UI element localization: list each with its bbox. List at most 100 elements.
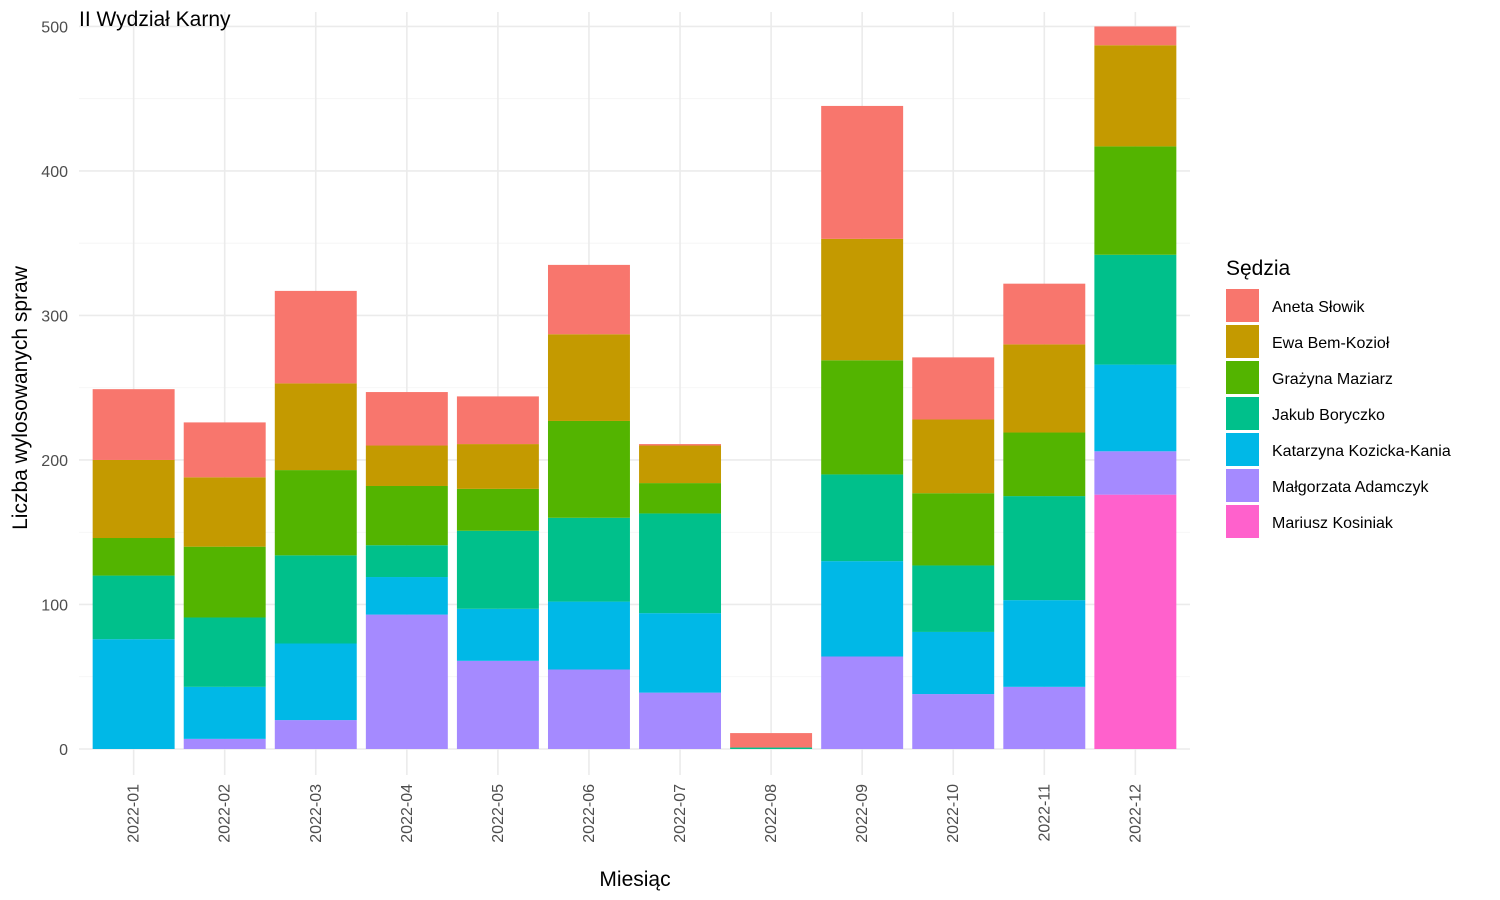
bar-segment [821, 238, 904, 361]
bar-segment [183, 422, 266, 478]
bar-segment [547, 517, 630, 602]
legend-swatch [1226, 361, 1259, 394]
y-tick-label: 100 [41, 597, 68, 614]
bar-segment [456, 396, 539, 445]
bar-segment [1003, 600, 1086, 687]
legend-swatch [1226, 469, 1259, 502]
bar-segment [639, 483, 722, 514]
y-axis-title: Liczba wylosowanych spraw [9, 265, 32, 530]
bar-segment [1094, 26, 1177, 46]
x-tick-label: 2022-06 [581, 784, 598, 843]
bar-segment [547, 669, 630, 749]
bar-segment [456, 660, 539, 749]
x-axis-title: Miesiąc [599, 868, 670, 891]
legend-label: Grażyna Maziarz [1272, 371, 1393, 388]
legend-label: Aneta Słowik [1272, 299, 1365, 316]
bar-segment [365, 485, 448, 546]
bar-segment [912, 419, 995, 494]
bar-segment [365, 445, 448, 486]
bar-segment [274, 470, 357, 556]
bar-segment [912, 493, 995, 566]
x-tick-label: 2022-04 [399, 784, 416, 843]
bar-segment [92, 389, 175, 460]
bars [92, 26, 1177, 749]
x-tick-label: 2022-01 [126, 784, 143, 843]
bar-segment [183, 546, 266, 618]
legend-label: Ewa Bem-Kozioł [1272, 335, 1390, 352]
bar-segment [639, 445, 722, 484]
legend-swatch [1226, 325, 1259, 358]
bar-segment [912, 694, 995, 749]
x-axis-ticks: 2022-01 2022-02 2022-03 2022-04 2022-05 2022-… [126, 784, 1145, 843]
bar-segment [821, 105, 904, 239]
bar-segment [821, 656, 904, 749]
y-tick-label: 400 [41, 164, 68, 181]
bar-segment [1003, 432, 1086, 497]
bar-segment [456, 444, 539, 489]
bar-segment [1003, 686, 1086, 749]
bar-segment [639, 692, 722, 749]
x-tick-label: 2022-12 [1127, 784, 1144, 843]
bar-segment [1003, 344, 1086, 433]
legend-label: Katarzyna Kozicka-Kania [1272, 443, 1451, 460]
bar-segment [547, 334, 630, 421]
bar-segment [456, 488, 539, 531]
bar-segment [274, 290, 357, 384]
bar-segment [1094, 494, 1177, 749]
y-tick-label: 200 [41, 453, 68, 470]
legend-swatch [1226, 289, 1259, 322]
x-tick-label: 2022-08 [763, 784, 780, 843]
bar-segment [1094, 254, 1177, 365]
bar-segment [547, 264, 630, 335]
bar-segment [1003, 496, 1086, 601]
bar-segment [912, 357, 995, 420]
bar-segment [639, 613, 722, 693]
bar-segment [365, 577, 448, 615]
bar-segment [912, 565, 995, 632]
bar-segment [274, 555, 357, 644]
bar-segment [365, 545, 448, 578]
chart-title: II Wydział Karny [79, 8, 231, 31]
bar-segment [92, 639, 175, 749]
x-tick-label: 2022-02 [217, 784, 234, 843]
bar-segment [1094, 364, 1177, 452]
legend-label: Małgorzata Adamczyk [1272, 479, 1430, 496]
bar-segment [183, 738, 266, 749]
legend-swatch [1226, 397, 1259, 430]
bar-segment [821, 561, 904, 657]
bar-segment [456, 608, 539, 661]
x-tick-label: 2022-09 [854, 784, 871, 843]
bar-segment [183, 617, 266, 687]
bar-segment [730, 733, 813, 748]
legend-label: Mariusz Kosiniak [1272, 515, 1394, 532]
x-tick-label: 2022-10 [945, 784, 962, 843]
bar-segment [1094, 451, 1177, 495]
bar-segment [547, 601, 630, 670]
bar-segment [365, 614, 448, 749]
bar-segment [1094, 45, 1177, 147]
x-tick-label: 2022-03 [308, 784, 325, 843]
x-tick-label: 2022-05 [490, 784, 507, 843]
bar-segment [639, 444, 722, 446]
bar-segment [274, 720, 357, 749]
bar-segment [92, 538, 175, 576]
bar-segment [183, 477, 266, 547]
bar-segment [639, 513, 722, 614]
bar-segment [1094, 146, 1177, 255]
bar-segment [547, 420, 630, 518]
bar-segment [730, 747, 813, 749]
bar-segment [274, 383, 357, 471]
x-tick-label: 2022-07 [672, 784, 689, 843]
bar-segment [183, 686, 266, 739]
bar-segment [821, 360, 904, 475]
y-tick-label: 500 [41, 19, 68, 36]
bar-segment [821, 474, 904, 562]
legend-swatch [1226, 433, 1259, 466]
y-axis-ticks: 0 100 200 300 400 500 [41, 19, 68, 759]
bar-segment [365, 392, 448, 446]
bar-segment [274, 643, 357, 721]
legend-label: Jakub Boryczko [1272, 407, 1385, 424]
x-tick-label: 2022-11 [1036, 784, 1053, 842]
